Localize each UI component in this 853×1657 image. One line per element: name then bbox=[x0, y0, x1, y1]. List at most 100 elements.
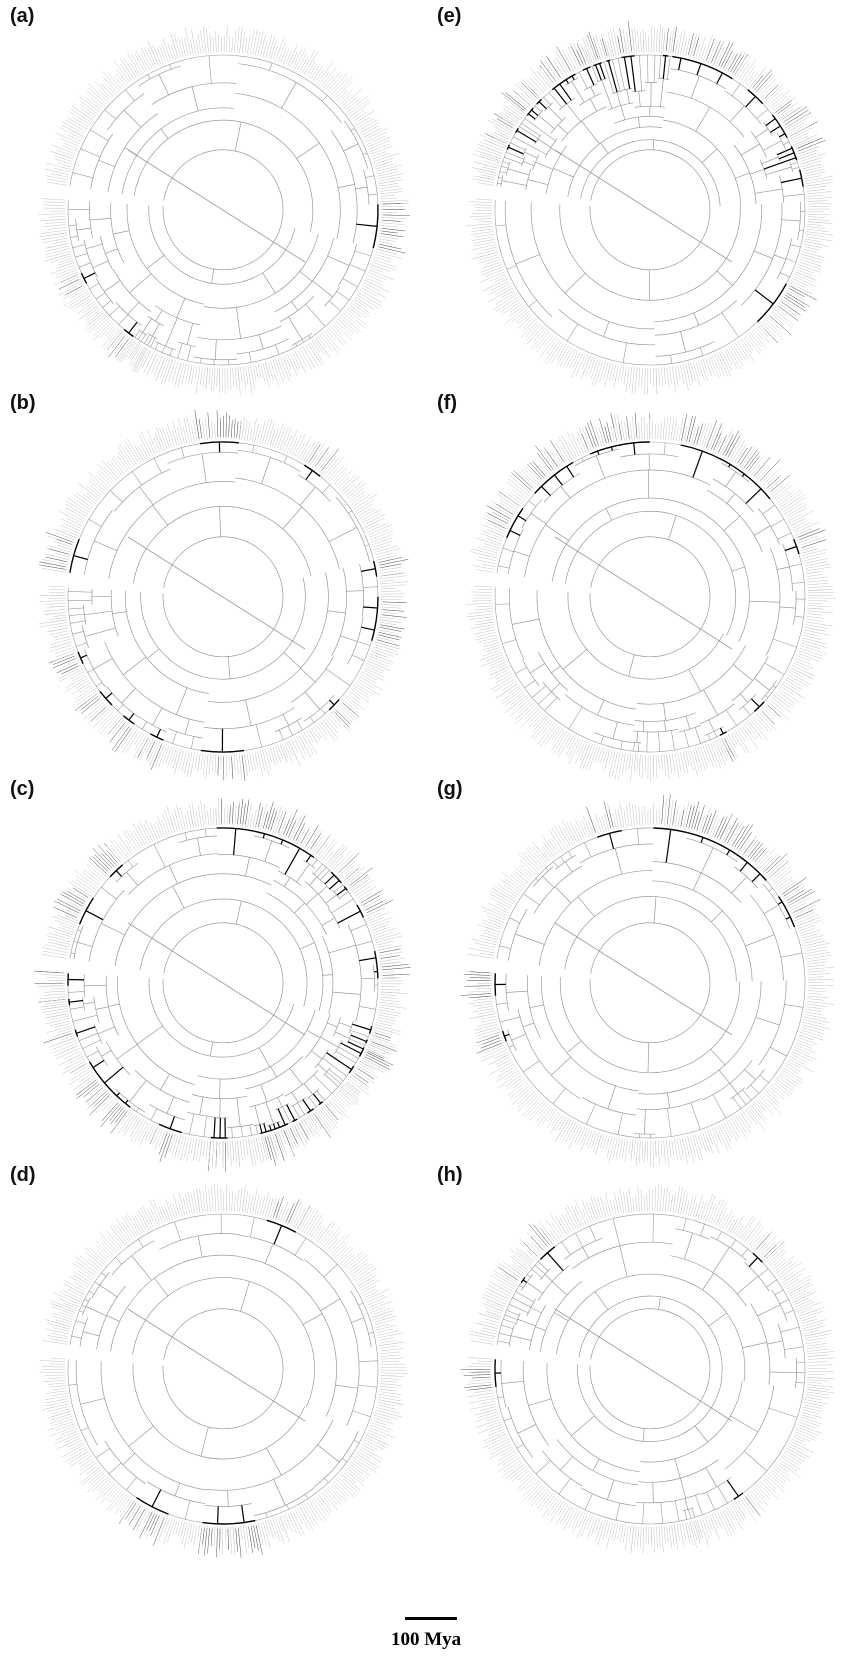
internal-branch bbox=[311, 1050, 323, 1060]
tip-label bbox=[561, 434, 575, 459]
tip-label bbox=[61, 1060, 86, 1075]
tip-label bbox=[186, 415, 193, 443]
tip-arc bbox=[158, 1123, 182, 1134]
internal-branch bbox=[281, 82, 297, 109]
clade-arc bbox=[507, 528, 524, 575]
clade-arc bbox=[537, 1265, 570, 1301]
tip-label bbox=[801, 160, 822, 167]
tip-label bbox=[169, 1203, 176, 1219]
tip-label bbox=[78, 684, 92, 694]
tip-label bbox=[521, 79, 540, 98]
tip-label bbox=[72, 1262, 95, 1279]
tip-label bbox=[374, 932, 393, 939]
tip-label bbox=[45, 1322, 71, 1330]
tip-label-highlight bbox=[617, 36, 621, 53]
tip-label bbox=[740, 446, 756, 468]
tip-label bbox=[135, 1505, 144, 1520]
tip-label bbox=[280, 357, 290, 381]
tip-label bbox=[178, 750, 185, 770]
tip-label bbox=[777, 690, 795, 704]
clade-arc bbox=[204, 1503, 252, 1507]
tip-label bbox=[779, 1262, 802, 1279]
tip-label-highlight bbox=[480, 1040, 501, 1049]
tip-label bbox=[670, 1194, 673, 1213]
tip-label bbox=[768, 701, 789, 720]
tip-label bbox=[241, 31, 246, 54]
tip-label bbox=[374, 641, 399, 649]
terminal-branch bbox=[350, 1034, 367, 1043]
tip-label bbox=[632, 416, 635, 440]
tip-label bbox=[524, 465, 542, 483]
tip-label bbox=[599, 818, 604, 832]
tip-label bbox=[380, 225, 399, 228]
tip-label bbox=[514, 867, 530, 881]
terminal-branch bbox=[523, 1060, 540, 1073]
tip-label bbox=[286, 741, 294, 757]
tip-label bbox=[510, 492, 524, 503]
tip-label bbox=[260, 363, 266, 382]
tip-label bbox=[628, 1139, 631, 1155]
internal-branch bbox=[666, 1092, 671, 1109]
clade-arc bbox=[544, 102, 553, 112]
tip-label bbox=[269, 1197, 277, 1219]
tip-label bbox=[807, 223, 822, 226]
tip-label bbox=[769, 1086, 785, 1100]
tip-label bbox=[194, 752, 198, 771]
tip-label bbox=[804, 1014, 828, 1020]
terminal-branch bbox=[296, 720, 303, 731]
clade-arc bbox=[110, 589, 119, 637]
tip-label-highlight bbox=[270, 811, 277, 831]
tip-label bbox=[770, 699, 784, 711]
tip-label bbox=[126, 1212, 141, 1235]
tip-label bbox=[508, 1248, 531, 1267]
tip-label bbox=[560, 445, 570, 462]
tip-label bbox=[64, 678, 88, 693]
tip-label bbox=[368, 272, 387, 281]
terminal-branch bbox=[622, 342, 627, 363]
tip-label bbox=[617, 752, 624, 781]
internal-branch bbox=[355, 186, 368, 190]
tip-label bbox=[524, 468, 540, 485]
tip-label bbox=[707, 427, 718, 451]
tip-label-highlight bbox=[736, 824, 754, 849]
tip-arc bbox=[290, 843, 309, 854]
clade-arc bbox=[777, 1323, 786, 1359]
tip-arc bbox=[133, 835, 177, 857]
tip-label bbox=[478, 144, 503, 154]
tip-label-highlight bbox=[460, 993, 491, 996]
tip-label-highlight bbox=[382, 609, 405, 612]
tip-label bbox=[50, 1357, 66, 1360]
tip-label bbox=[344, 1083, 358, 1096]
tip-label bbox=[518, 471, 536, 488]
tip-label bbox=[191, 29, 197, 55]
terminal-branch bbox=[653, 55, 656, 83]
tip-label-highlight bbox=[305, 825, 319, 847]
internal-branch bbox=[642, 721, 645, 732]
clade-arc bbox=[155, 341, 176, 351]
tip-label-highlight bbox=[688, 33, 694, 55]
terminal-branch bbox=[671, 730, 675, 751]
tip-label bbox=[42, 237, 68, 243]
tip-label bbox=[272, 359, 279, 376]
tip-label bbox=[48, 1413, 72, 1421]
tip-label-highlight bbox=[786, 292, 810, 307]
tip-label bbox=[496, 683, 519, 699]
tip-label-highlight bbox=[380, 563, 402, 569]
terminal-branch bbox=[311, 859, 318, 867]
tip-label-highlight bbox=[268, 807, 275, 830]
tip-label bbox=[740, 59, 757, 81]
tip-label bbox=[47, 227, 67, 230]
tip-label bbox=[51, 1300, 77, 1311]
terminal-branch bbox=[252, 445, 255, 453]
internal-branch bbox=[603, 321, 610, 337]
tip-label bbox=[789, 282, 813, 295]
tip-label bbox=[53, 919, 76, 928]
tip-label bbox=[638, 422, 640, 440]
tip-arc bbox=[307, 717, 321, 728]
tip-label bbox=[303, 732, 318, 754]
tip-label bbox=[761, 83, 776, 98]
tip-label bbox=[579, 742, 588, 761]
tip-label bbox=[495, 1056, 511, 1065]
tip-label bbox=[232, 1526, 235, 1543]
terminal-branch bbox=[75, 1320, 86, 1325]
